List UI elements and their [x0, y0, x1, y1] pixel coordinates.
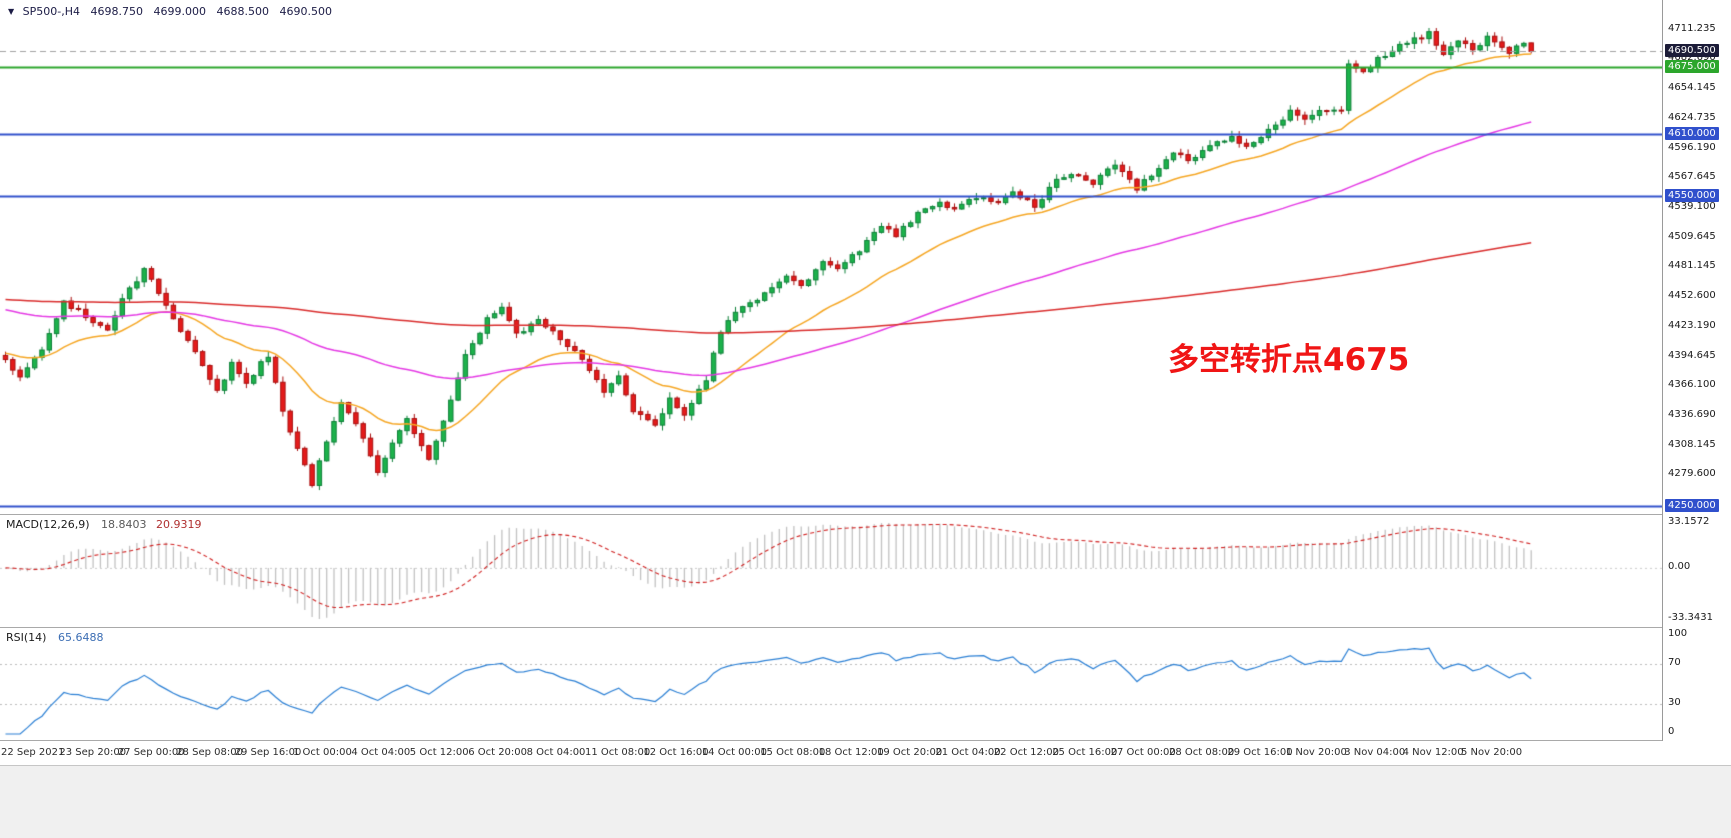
- time-axis-label: 14 Oct 00:00: [701, 747, 767, 758]
- price-tick-label: 4279.600: [1668, 468, 1716, 480]
- rsi-axis-0-label: 0: [1668, 726, 1675, 737]
- time-axis-label: 8 Oct 04:00: [526, 747, 586, 758]
- ohlc-open-value: 4698.750: [90, 5, 144, 18]
- macd-value-signal: 20.9319: [156, 518, 202, 531]
- price-tick-label: 4452.600: [1668, 289, 1716, 301]
- price-badge: 4690.500: [1665, 44, 1719, 58]
- time-axis-label: 4 Oct 04:00: [351, 747, 411, 758]
- time-axis-label: 5 Oct 12:00: [409, 747, 469, 758]
- time-axis-label: 6 Oct 20:00: [468, 747, 528, 758]
- time-axis-label: 22 Oct 12:00: [993, 747, 1059, 758]
- price-tick-label: 4423.190: [1668, 320, 1716, 332]
- price-badge: 4250.000: [1665, 498, 1719, 512]
- price-tick-label: 4481.145: [1668, 260, 1716, 272]
- time-axis-label: 27 Oct 00:00: [1110, 747, 1176, 758]
- price-chart-canvas[interactable]: [0, 0, 1662, 514]
- bottom-scroll-area: [0, 765, 1731, 838]
- time-axis-label: 12 Oct 16:00: [643, 747, 709, 758]
- rsi-axis-30-label: 30: [1668, 697, 1681, 708]
- time-axis-label: 25 Oct 16:00: [1052, 747, 1118, 758]
- rsi-axis-100-label: 100: [1668, 628, 1688, 639]
- symbol-dropdown-icon[interactable]: ▼: [8, 7, 15, 16]
- macd-axis-min-label: -33.3431: [1668, 612, 1713, 623]
- time-axis-label: 22 Sep 2021: [1, 747, 65, 758]
- ohlc-low-value: 4688.500: [216, 5, 270, 18]
- symbol-timeframe-label: SP500-,H4: [22, 5, 81, 18]
- time-axis-label: 15 Oct 08:00: [760, 747, 826, 758]
- rsi-name: RSI(14): [6, 631, 47, 644]
- rsi-value: 65.6488: [57, 631, 104, 644]
- time-axis-label: 3 Nov 04:00: [1344, 747, 1406, 758]
- rsi-indicator-canvas[interactable]: [0, 628, 1662, 740]
- price-tick-label: 4336.690: [1668, 409, 1716, 421]
- time-axis-label: 28 Sep 08:00: [176, 747, 243, 758]
- price-badge: 4610.000: [1665, 127, 1719, 141]
- macd-indicator-canvas[interactable]: [0, 515, 1662, 627]
- macd-indicator-label: MACD(12,26,9) 18.8403 20.9319: [6, 518, 202, 531]
- time-axis-label: 5 Nov 20:00: [1461, 747, 1523, 758]
- price-tick-label: 4366.100: [1668, 379, 1716, 391]
- time-axis-label: 29 Oct 16:00: [1227, 747, 1293, 758]
- price-tick-label: 4596.190: [1668, 141, 1716, 153]
- annotation-text[interactable]: 多空转折点4675: [1168, 342, 1410, 378]
- time-axis-label: 11 Oct 08:00: [585, 747, 651, 758]
- macd-axis-zero-label: 0.00: [1668, 560, 1691, 572]
- macd-name: MACD(12,26,9): [6, 518, 90, 531]
- time-axis-label: 27 Sep 00:00: [117, 747, 185, 758]
- time-axis-label: 19 Oct 20:00: [877, 747, 943, 758]
- price-tick-label: 4567.645: [1668, 171, 1716, 183]
- time-axis[interactable]: 22 Sep 2021 23 Sep 20:00 27 Sep 00:00 28 Se…: [0, 741, 1731, 765]
- macd-value-main: 18.8403: [101, 518, 147, 531]
- time-axis-label: 1 Nov 20:00: [1285, 747, 1347, 758]
- price-badge: 4675.000: [1665, 60, 1719, 74]
- price-tick-label: 4654.145: [1668, 81, 1716, 93]
- price-tick-label: 4711.235: [1668, 23, 1716, 34]
- pane-separator-rsi-time[interactable]: [0, 740, 1731, 741]
- price-tick-label: 4539.100: [1668, 200, 1716, 212]
- price-tick-label: 4624.735: [1668, 112, 1716, 124]
- pane-separator-macd-rsi[interactable]: [0, 627, 1731, 628]
- price-tick-label: 4308.145: [1668, 438, 1716, 450]
- time-axis-label: 18 Oct 12:00: [818, 747, 884, 758]
- time-axis-label: 28 Oct 08:00: [1169, 747, 1235, 758]
- time-axis-label: 23 Sep 20:00: [59, 747, 127, 758]
- time-axis-label: 21 Oct 04:00: [935, 747, 1001, 758]
- macd-axis-max-label: 33.1572: [1668, 516, 1710, 527]
- price-axis[interactable]: 4711.235 4682.690 4654.145 4624.735 4596.190…: [1662, 0, 1731, 741]
- time-axis-label: 4 Nov 12:00: [1402, 747, 1464, 758]
- time-axis-label: 29 Sep 16:00: [234, 747, 302, 758]
- ohlc-high-value: 4699.000: [153, 5, 207, 18]
- time-axis-label: 1 Oct 00:00: [293, 747, 352, 758]
- symbol-info-bar: ▼ SP500-,H4 4698.750 4699.000 4688.500 4…: [8, 5, 332, 18]
- price-tick-label: 4682.690: [1668, 52, 1716, 64]
- pane-separator-price-macd[interactable]: [0, 514, 1731, 515]
- price-tick-label: 4509.645: [1668, 230, 1716, 242]
- price-badge: 4550.000: [1665, 189, 1719, 203]
- rsi-axis-70-label: 70: [1668, 657, 1681, 668]
- price-tick-label: 4394.645: [1668, 349, 1716, 361]
- rsi-indicator-label: RSI(14) 65.6488: [6, 631, 103, 644]
- ohlc-close-value: 4690.500: [279, 5, 333, 18]
